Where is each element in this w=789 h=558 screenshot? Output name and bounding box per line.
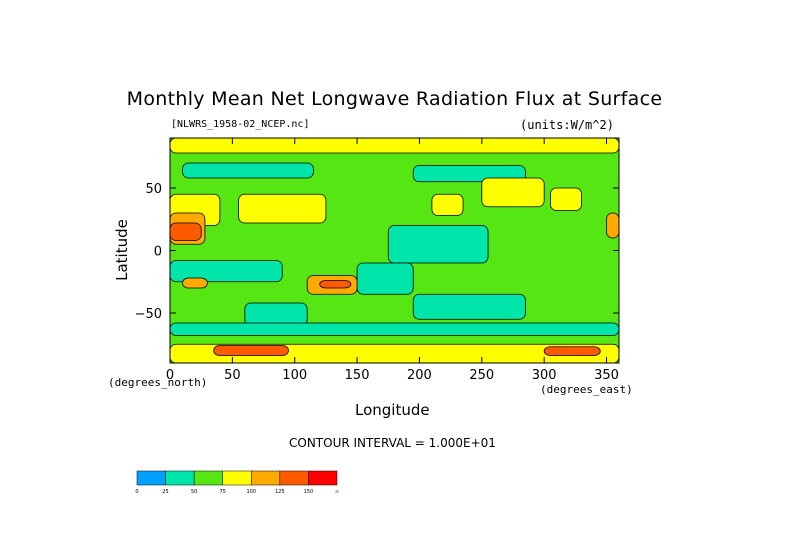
x-tick-label: 150 — [345, 368, 370, 383]
x-tick-label: 350 — [594, 368, 619, 383]
x-tick-label: 300 — [532, 368, 557, 383]
x-tick-label: 50 — [224, 368, 241, 383]
x-tick-label: 250 — [469, 368, 494, 383]
colorbar-swatch — [308, 470, 338, 486]
chart-title: Monthly Mean Net Longwave Radiation Flux… — [126, 88, 663, 110]
y-tick-label: −50 — [135, 307, 162, 322]
field-region — [182, 162, 314, 179]
colorbar-swatch — [165, 470, 195, 486]
field-region — [238, 193, 327, 224]
y-axis-unit-label: (degrees_north) — [108, 376, 208, 389]
field-region — [550, 187, 582, 211]
field-region — [412, 293, 526, 320]
colorbar-tick-label: 150 — [304, 489, 314, 495]
colorbar-swatch — [251, 470, 281, 486]
y-tick-label: 50 — [145, 182, 162, 197]
field-region — [606, 212, 620, 239]
colorbar-tick-label: 125 — [275, 489, 285, 495]
x-axis-label: Longitude — [355, 401, 430, 419]
x-tick-label: 0 — [166, 368, 174, 383]
field-region — [481, 177, 545, 208]
colorbar-tick-label: 75 — [220, 489, 226, 495]
field-region — [356, 262, 414, 295]
field-region — [387, 225, 489, 264]
contour-interval-label: CONTOUR INTERVAL = 1.000E+01 — [289, 436, 496, 450]
colorbar-tick-label: ∞ — [335, 489, 339, 495]
units-label: (units:W/m^2) — [520, 118, 614, 132]
field-region — [244, 302, 308, 326]
file-label: [NLWRS_1958-02_NCEP.nc] — [171, 119, 310, 130]
colorbar-swatch — [279, 470, 309, 486]
colorbar-swatch — [193, 470, 223, 486]
field-region — [431, 193, 464, 216]
colorbar-tick-label: 50 — [191, 489, 197, 495]
colorbar-tick-label: 100 — [247, 489, 257, 495]
colorbar-swatch — [136, 470, 166, 486]
x-tick-label: 200 — [407, 368, 432, 383]
field-region — [169, 222, 202, 241]
field-region — [213, 345, 289, 356]
field-region — [319, 280, 352, 289]
x-axis-unit-label: (degrees_east) — [540, 383, 633, 396]
colorbar-tick-label: 0 — [135, 489, 138, 495]
field-region — [182, 277, 208, 289]
y-tick-label: 0 — [154, 245, 162, 260]
y-axis-label: Latitude — [113, 219, 131, 281]
field-region — [169, 322, 620, 336]
colorbar-swatch — [222, 470, 252, 486]
x-tick-label: 100 — [282, 368, 307, 383]
field-region — [543, 346, 601, 356]
field-region — [169, 137, 620, 154]
colorbar-tick-label: 25 — [162, 489, 168, 495]
